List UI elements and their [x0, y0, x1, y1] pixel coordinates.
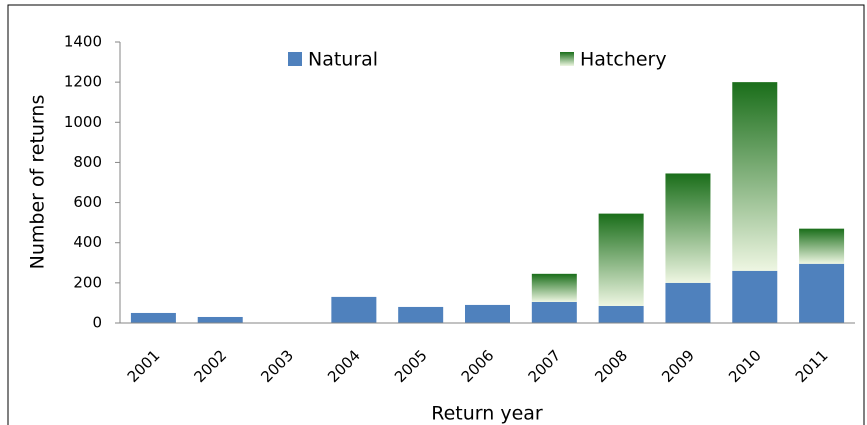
y-tick-label: 1000	[64, 113, 102, 131]
y-tick-label: 800	[73, 153, 102, 171]
y-tick-label: 200	[73, 273, 102, 291]
y-tick-label: 1200	[64, 73, 102, 91]
legend-label: Natural	[308, 49, 378, 71]
x-tick-label: 2001	[124, 346, 164, 386]
x-tick-label: 2005	[391, 346, 431, 386]
bar-segment	[531, 273, 577, 302]
legend-label: Hatchery	[580, 49, 667, 71]
x-tick-label: 2002	[191, 346, 231, 386]
bar-segment	[531, 301, 577, 323]
x-tick-label: 2009	[658, 346, 698, 386]
bar-segment	[799, 263, 845, 323]
bar-segment	[732, 270, 778, 323]
bar-segment	[331, 296, 377, 323]
x-tick-label: 2006	[458, 346, 498, 386]
bar-segment	[465, 304, 510, 323]
bar-segment	[799, 228, 845, 264]
x-tick-label: 2010	[725, 346, 765, 386]
x-tick-label: 2011	[792, 346, 832, 386]
x-axis-label: Return year	[431, 403, 543, 425]
bar-segment	[665, 282, 711, 323]
bar-segment	[665, 173, 711, 283]
x-tick-label: 2004	[324, 346, 364, 386]
legend-swatch	[560, 52, 574, 66]
bar-segment	[598, 305, 644, 323]
frame	[7, 4, 865, 425]
bar-segment	[398, 306, 444, 323]
legend-swatch	[288, 52, 302, 66]
x-tick-label: 2008	[591, 346, 631, 386]
bar-segment	[197, 316, 243, 323]
bar-segment	[732, 82, 778, 271]
y-tick-label: 1400	[64, 33, 102, 51]
x-tick-label: 2007	[525, 346, 565, 386]
y-tick-label: 0	[92, 314, 102, 332]
bar-segment	[598, 213, 644, 306]
bar-segment	[130, 312, 176, 323]
y-axis-label: Number of returns	[27, 95, 49, 270]
y-tick-label: 600	[73, 193, 102, 211]
y-tick-label: 400	[73, 233, 102, 251]
x-tick-label: 2003	[257, 346, 297, 386]
